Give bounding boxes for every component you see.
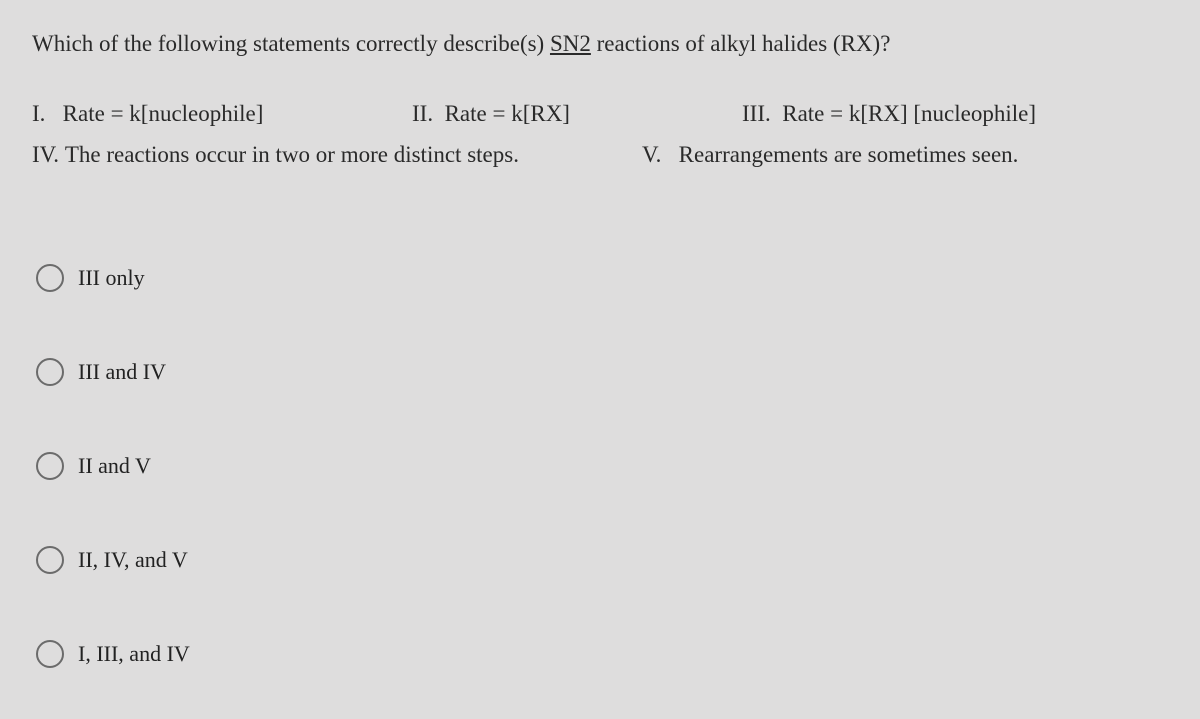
radio-icon[interactable] bbox=[36, 640, 64, 668]
statement-4-text: The reactions occur in two or more disti… bbox=[65, 142, 519, 167]
radio-icon[interactable] bbox=[36, 546, 64, 574]
statement-2-text: Rate = k[RX] bbox=[445, 101, 570, 126]
statements-block: I. Rate = k[nucleophile] II. Rate = k[RX… bbox=[32, 96, 1168, 174]
question-prefix: Which of the following statements correc… bbox=[32, 31, 550, 56]
radio-icon[interactable] bbox=[36, 452, 64, 480]
statement-1-text: Rate = k[nucleophile] bbox=[63, 101, 264, 126]
option-1-label: III only bbox=[78, 265, 145, 291]
statement-5: V. Rearrangements are sometimes seen. bbox=[642, 137, 1018, 174]
statement-1-numeral: I. bbox=[32, 101, 45, 126]
statement-1: I. Rate = k[nucleophile] bbox=[32, 96, 412, 133]
option-4-label: II, IV, and V bbox=[78, 547, 188, 573]
option-5[interactable]: I, III, and IV bbox=[36, 640, 1168, 668]
statement-2-numeral: II. bbox=[412, 101, 433, 126]
statement-5-text: Rearrangements are sometimes seen. bbox=[679, 142, 1019, 167]
statement-4-numeral: IV. bbox=[32, 142, 59, 167]
option-1[interactable]: III only bbox=[36, 264, 1168, 292]
statement-2: II. Rate = k[RX] bbox=[412, 96, 742, 133]
statements-row-2: IV. The reactions occur in two or more d… bbox=[32, 137, 1168, 174]
question-sn2: SN2 bbox=[550, 31, 591, 56]
quiz-page: Which of the following statements correc… bbox=[0, 0, 1200, 668]
option-2[interactable]: III and IV bbox=[36, 358, 1168, 386]
statements-row-1: I. Rate = k[nucleophile] II. Rate = k[RX… bbox=[32, 96, 1168, 133]
statement-3-numeral: III. bbox=[742, 101, 771, 126]
question-text: Which of the following statements correc… bbox=[32, 28, 1168, 60]
option-3-label: II and V bbox=[78, 453, 151, 479]
option-3[interactable]: II and V bbox=[36, 452, 1168, 480]
radio-icon[interactable] bbox=[36, 264, 64, 292]
options-list: III only III and IV II and V II, IV, and… bbox=[32, 264, 1168, 668]
statement-5-numeral: V. bbox=[642, 142, 661, 167]
option-4[interactable]: II, IV, and V bbox=[36, 546, 1168, 574]
statement-4: IV. The reactions occur in two or more d… bbox=[32, 137, 642, 174]
statement-3: III. Rate = k[RX] [nucleophile] bbox=[742, 96, 1036, 133]
question-suffix: reactions of alkyl halides (RX)? bbox=[591, 31, 891, 56]
option-2-label: III and IV bbox=[78, 359, 166, 385]
statement-3-text: Rate = k[RX] [nucleophile] bbox=[782, 101, 1036, 126]
radio-icon[interactable] bbox=[36, 358, 64, 386]
option-5-label: I, III, and IV bbox=[78, 641, 190, 667]
